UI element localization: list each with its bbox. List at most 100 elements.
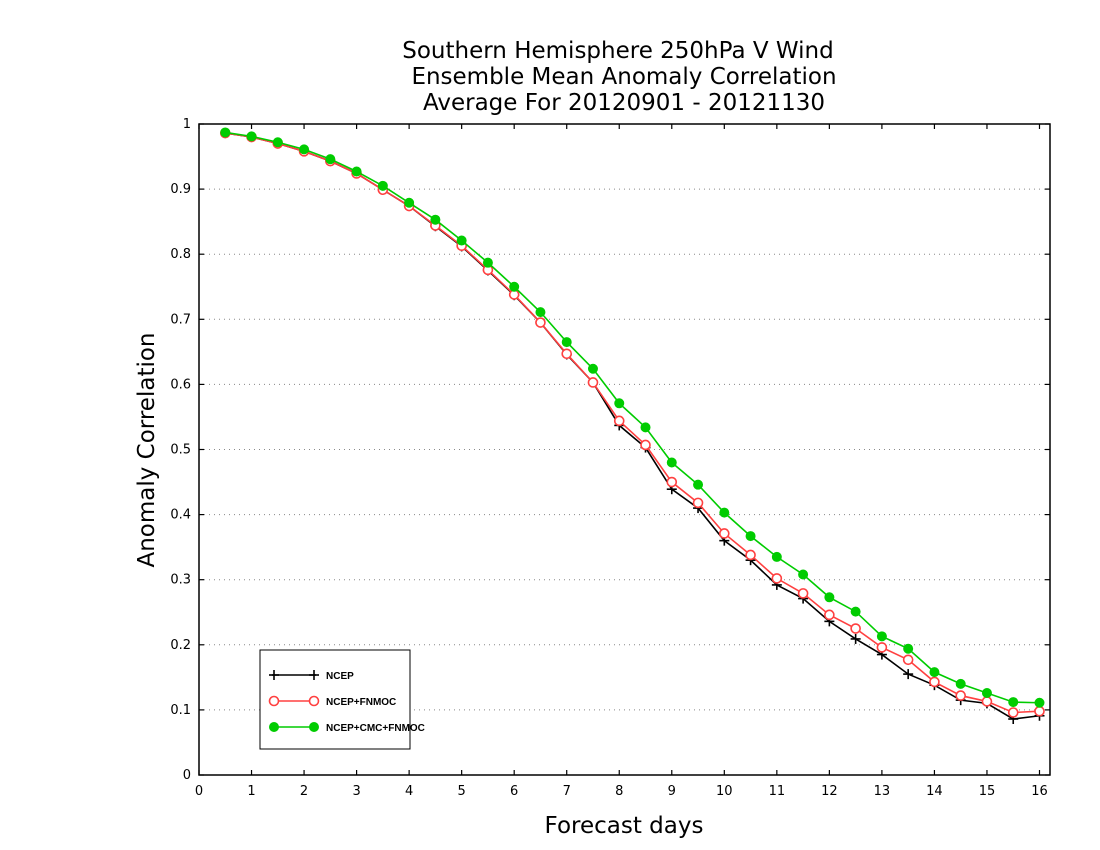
y-tick-label: 0.5 — [170, 443, 191, 458]
x-tick-label: 4 — [405, 784, 413, 799]
data-point — [719, 528, 730, 539]
data-point — [824, 592, 835, 603]
data-point — [850, 623, 861, 634]
legend-entry: NCEP+FNMOC — [268, 695, 396, 708]
y-tick-label: 0.9 — [170, 182, 191, 197]
data-point — [351, 166, 362, 177]
data-point — [981, 687, 992, 698]
data-point — [955, 690, 966, 701]
data-point — [272, 137, 283, 148]
x-tick-label: 11 — [769, 784, 786, 799]
y-tick-label: 0 — [183, 768, 191, 783]
y-axis-label: Anomaly Correlation — [134, 332, 160, 567]
y-tick-label: 0.6 — [170, 377, 191, 392]
data-point — [220, 127, 231, 138]
chart-title-line-1: Southern Hemisphere 250hPa V Wind — [402, 38, 833, 64]
data-point — [1034, 697, 1045, 708]
data-point — [309, 722, 319, 732]
data-point — [325, 154, 336, 165]
legend-entry: NCEP — [269, 670, 354, 682]
data-point — [308, 695, 320, 707]
x-tick-label: 3 — [352, 784, 360, 799]
y-tick-label: 0.2 — [170, 638, 191, 653]
data-point — [981, 696, 993, 707]
x-tick-label: 6 — [510, 784, 518, 799]
y-tick-label: 0.1 — [170, 703, 191, 718]
series-line — [225, 132, 1040, 714]
data-point — [745, 549, 756, 561]
series-0 — [220, 128, 1045, 725]
legend-label: NCEP+FNMOC — [326, 697, 396, 708]
legend-label: NCEP+CMC+FNMOC — [326, 723, 425, 734]
x-tick-label: 8 — [615, 784, 623, 799]
data-point — [587, 363, 598, 374]
data-point — [561, 348, 573, 360]
data-point — [1008, 697, 1019, 708]
data-point — [692, 497, 704, 509]
y-tick-label: 1 — [183, 117, 191, 132]
y-tick-label: 0.7 — [170, 312, 191, 327]
data-point — [640, 439, 651, 451]
data-point — [693, 479, 704, 490]
data-point — [929, 676, 940, 688]
x-tick-label: 7 — [563, 784, 571, 799]
x-tick-label: 14 — [926, 784, 943, 799]
data-point — [1034, 705, 1045, 717]
data-point — [614, 398, 625, 409]
x-tick-label: 0 — [195, 784, 203, 799]
data-point — [666, 457, 677, 468]
data-point — [299, 144, 310, 155]
data-point — [824, 609, 835, 621]
data-point — [613, 415, 625, 427]
data-point — [955, 678, 966, 689]
data-point — [798, 569, 809, 580]
data-point — [377, 180, 388, 191]
data-point — [797, 588, 809, 599]
data-point — [745, 531, 756, 542]
data-point — [929, 667, 940, 678]
data-point — [535, 307, 546, 318]
axis-ticks: 00.10.20.30.40.50.60.70.80.910 1 2 3 4 5 6 7 8 9 1… — [170, 117, 1050, 799]
data-point — [666, 476, 678, 488]
x-tick-label: 10 — [716, 784, 733, 799]
legend: NCEP NCEP+FNMOC NCEP+CMC+FNMOC — [259, 649, 425, 750]
x-tick-label: 1 — [247, 784, 255, 799]
data-point — [771, 573, 783, 584]
data-point — [640, 422, 651, 433]
x-axis-label: Forecast days — [545, 813, 704, 839]
data-point — [430, 214, 441, 225]
x-tick-label: 2 — [300, 784, 308, 799]
series-1 — [219, 127, 1045, 718]
y-tick-label: 0.3 — [170, 573, 191, 588]
data-point — [771, 551, 782, 562]
data-point — [1007, 707, 1019, 718]
data-point — [482, 257, 493, 268]
x-tick-label: 12 — [821, 784, 838, 799]
data-point — [456, 235, 467, 246]
legend-box — [259, 649, 411, 750]
chart-title-line-2: Ensemble Mean Anomaly Correlation — [411, 64, 836, 90]
data-point — [246, 131, 257, 142]
chart-title-line-3: Average For 20120901 - 20121130 — [423, 90, 825, 116]
series-line — [225, 132, 1040, 720]
y-tick-label: 0.4 — [170, 508, 191, 523]
data-point — [876, 631, 887, 642]
series-layer — [219, 127, 1045, 725]
series-2 — [220, 127, 1045, 708]
series-line — [225, 131, 1040, 704]
data-point — [269, 722, 279, 732]
data-point — [509, 281, 520, 292]
x-tick-label: 15 — [979, 784, 996, 799]
data-point — [719, 507, 730, 518]
data-point — [268, 695, 280, 707]
data-point — [876, 642, 888, 653]
data-point — [850, 606, 861, 617]
x-tick-label: 9 — [668, 784, 676, 799]
data-point — [903, 643, 914, 654]
x-tick-label: 16 — [1031, 784, 1048, 799]
data-point — [587, 377, 599, 388]
data-point — [404, 197, 415, 208]
x-tick-label: 5 — [458, 784, 466, 799]
legend-entry: NCEP+CMC+FNMOC — [269, 722, 425, 734]
